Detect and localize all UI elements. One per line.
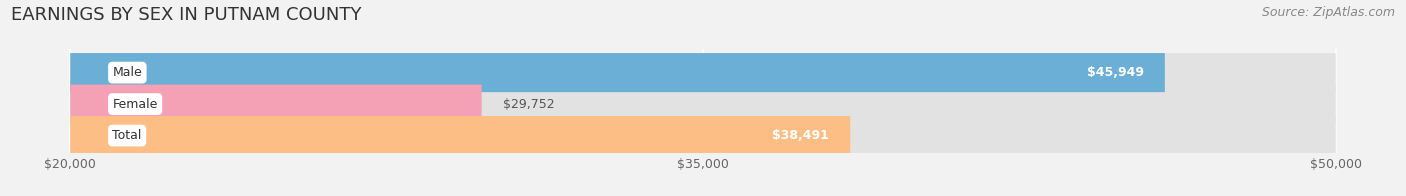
- Text: $45,949: $45,949: [1087, 66, 1143, 79]
- FancyBboxPatch shape: [70, 53, 1336, 92]
- Text: Total: Total: [112, 129, 142, 142]
- FancyBboxPatch shape: [70, 84, 482, 124]
- FancyBboxPatch shape: [70, 53, 1164, 92]
- Text: Source: ZipAtlas.com: Source: ZipAtlas.com: [1261, 6, 1395, 19]
- FancyBboxPatch shape: [70, 84, 1336, 124]
- FancyBboxPatch shape: [70, 116, 1336, 155]
- FancyBboxPatch shape: [70, 116, 851, 155]
- Text: $29,752: $29,752: [503, 98, 554, 111]
- Text: EARNINGS BY SEX IN PUTNAM COUNTY: EARNINGS BY SEX IN PUTNAM COUNTY: [11, 6, 361, 24]
- Text: Male: Male: [112, 66, 142, 79]
- Text: Female: Female: [112, 98, 157, 111]
- Text: $38,491: $38,491: [772, 129, 830, 142]
